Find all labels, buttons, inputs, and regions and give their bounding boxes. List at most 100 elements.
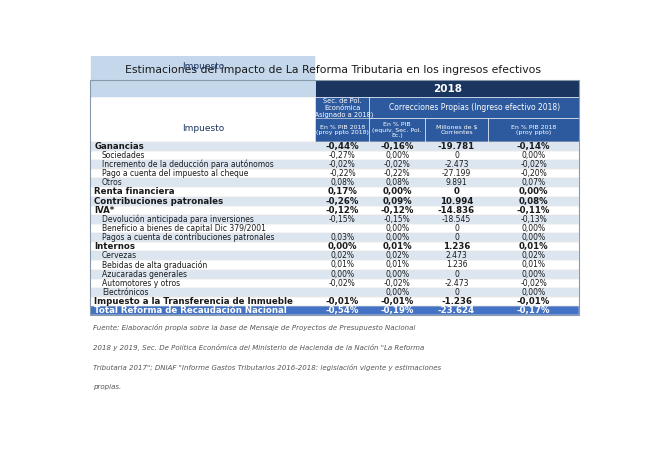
Text: -14.836: -14.836 (438, 206, 475, 215)
Text: -0,16%: -0,16% (380, 142, 414, 151)
Bar (90, 279, 579, 288)
Text: -0,02%: -0,02% (384, 160, 411, 169)
Text: Devolución anticipada para inversiones: Devolución anticipada para inversiones (102, 215, 254, 224)
Text: Internos: Internos (94, 242, 135, 251)
Bar (90, 224, 579, 233)
Bar (369, 118, 425, 142)
Text: -0,12%: -0,12% (326, 206, 359, 215)
Text: 0,00%: 0,00% (521, 288, 546, 297)
Text: 10.994: 10.994 (440, 196, 473, 205)
Text: Pago a cuenta del impuesto al cheque: Pago a cuenta del impuesto al cheque (102, 169, 248, 178)
Text: 0,03%: 0,03% (330, 233, 354, 242)
Bar (90, 35, 315, 97)
Text: 0,08%: 0,08% (330, 179, 354, 188)
Text: Beneficio a bienes de capital Dic 379/2001: Beneficio a bienes de capital Dic 379/20… (102, 224, 266, 233)
Text: 0,02%: 0,02% (521, 251, 545, 260)
Text: 0: 0 (454, 270, 459, 279)
Text: 0,00%: 0,00% (330, 270, 354, 279)
Bar (90, 251, 579, 260)
Text: Renta financiera: Renta financiera (94, 188, 175, 196)
Text: 0: 0 (454, 288, 459, 297)
Text: Sec. de Pol.
Económica
(Asignado a 2018): Sec. de Pol. Económica (Asignado a 2018) (312, 98, 373, 118)
Text: -0,20%: -0,20% (520, 169, 547, 178)
Bar (488, 118, 579, 142)
Text: 0: 0 (454, 188, 460, 196)
Text: 9.891: 9.891 (446, 179, 467, 188)
Text: 0,02%: 0,02% (330, 251, 354, 260)
Text: -0,26%: -0,26% (326, 196, 359, 205)
Bar (90, 169, 579, 178)
Text: -0,22%: -0,22% (329, 169, 356, 178)
Bar (90, 142, 579, 151)
Text: -0,02%: -0,02% (520, 279, 547, 288)
Text: 2018: 2018 (433, 84, 462, 94)
Text: -0,15%: -0,15% (384, 215, 411, 224)
Text: -0,02%: -0,02% (329, 160, 356, 169)
Text: -0,02%: -0,02% (329, 279, 356, 288)
Text: -0,54%: -0,54% (326, 306, 359, 315)
Text: 0,08%: 0,08% (519, 196, 549, 205)
Text: Impuesto a la Transferencia de Inmueble: Impuesto a la Transferencia de Inmueble (94, 297, 293, 306)
Text: Correcciones Propias (Ingreso efectivo 2018): Correcciones Propias (Ingreso efectivo 2… (389, 103, 560, 112)
Text: Bebidas de alta graduación: Bebidas de alta graduación (102, 260, 207, 270)
Text: 0: 0 (454, 151, 459, 160)
Bar (90, 215, 579, 224)
Text: 0,00%: 0,00% (385, 288, 409, 297)
Text: 0,00%: 0,00% (382, 188, 412, 196)
Text: -2.473: -2.473 (445, 160, 469, 169)
Bar (90, 196, 579, 206)
Text: -0,22%: -0,22% (384, 169, 410, 178)
Text: Electrónicos: Electrónicos (102, 288, 148, 297)
Text: -0,11%: -0,11% (517, 206, 551, 215)
Text: -23.624: -23.624 (438, 306, 475, 315)
Text: Cervezas: Cervezas (102, 251, 137, 260)
Bar (90, 233, 579, 242)
Bar (369, 97, 579, 118)
Text: 0,07%: 0,07% (521, 179, 546, 188)
Text: 0,00%: 0,00% (519, 188, 549, 196)
Text: -0,19%: -0,19% (380, 306, 414, 315)
Bar (90, 297, 579, 306)
Text: -0,13%: -0,13% (520, 215, 547, 224)
Text: -0,44%: -0,44% (326, 142, 359, 151)
Text: -27.199: -27.199 (442, 169, 471, 178)
Text: 0,00%: 0,00% (521, 224, 546, 233)
Text: 0,09%: 0,09% (382, 196, 412, 205)
Text: -0,01%: -0,01% (326, 297, 359, 306)
Text: Sociedades: Sociedades (102, 151, 146, 160)
Bar (90, 260, 579, 269)
Text: 0,00%: 0,00% (328, 242, 358, 251)
Text: En % PIB
(equiv. Sec. Pol.
Ec.): En % PIB (equiv. Sec. Pol. Ec.) (372, 122, 422, 138)
Bar (90, 188, 579, 196)
Text: Fuente: Elaboración propia sobre la base de Mensaje de Proyectos de Presupuesto : Fuente: Elaboración propia sobre la base… (93, 324, 415, 331)
Text: 0,01%: 0,01% (519, 242, 549, 251)
Text: 2.473: 2.473 (446, 251, 467, 260)
Bar (90, 288, 579, 297)
Text: Pagos a cuenta de contribuciones patronales: Pagos a cuenta de contribuciones patrona… (102, 233, 274, 242)
Text: -0,02%: -0,02% (520, 160, 547, 169)
Text: 0: 0 (454, 233, 459, 242)
Text: 1.236: 1.236 (443, 242, 470, 251)
Bar (315, 80, 579, 97)
Bar (315, 118, 369, 142)
Text: 0,00%: 0,00% (385, 151, 409, 160)
Text: 0,17%: 0,17% (328, 188, 358, 196)
Text: Millones de $
Corrientes: Millones de $ Corrientes (436, 125, 477, 135)
Text: -2.473: -2.473 (445, 279, 469, 288)
Text: -1.236: -1.236 (441, 297, 472, 306)
Bar (90, 242, 579, 251)
Text: 0,01%: 0,01% (382, 242, 412, 251)
Text: 0: 0 (454, 224, 459, 233)
Bar (315, 97, 369, 142)
Bar (90, 151, 579, 160)
Text: 0,01%: 0,01% (385, 260, 409, 269)
Text: -0,12%: -0,12% (380, 206, 414, 215)
Text: Azucaradas generales: Azucaradas generales (102, 270, 187, 279)
Text: -0,02%: -0,02% (384, 279, 411, 288)
Text: 0,00%: 0,00% (521, 151, 546, 160)
Text: -0,01%: -0,01% (517, 297, 551, 306)
Text: Contribuciones patronales: Contribuciones patronales (94, 196, 224, 205)
Bar (425, 118, 488, 142)
Text: propias.: propias. (93, 384, 121, 390)
Text: -19.781: -19.781 (438, 142, 475, 151)
